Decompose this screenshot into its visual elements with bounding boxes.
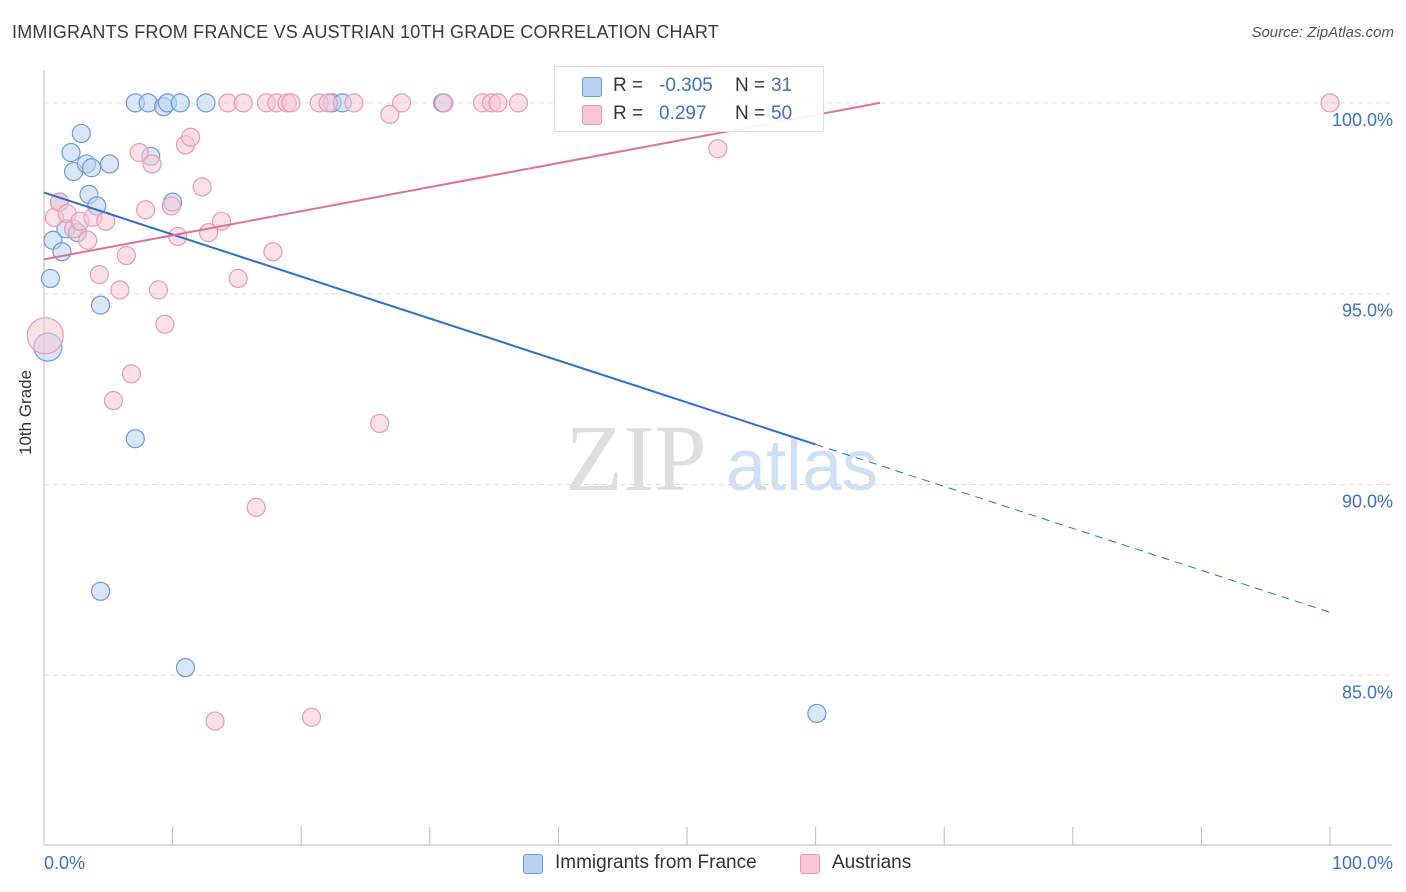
france-point [175, 658, 196, 678]
austrians-point [205, 711, 225, 731]
austrians-point [116, 245, 136, 266]
france-point [170, 93, 190, 113]
y-tick-label: 95.0% [1342, 301, 1393, 321]
austrians-point [110, 280, 130, 300]
n-value: 31 [771, 75, 793, 96]
austrians-point [103, 390, 124, 411]
trendlines [43, 101, 1331, 613]
austrians-point [161, 196, 181, 216]
austrians-point [246, 497, 266, 517]
austrians-point [121, 364, 142, 384]
austrians-point [263, 242, 283, 262]
austrians-point [142, 154, 162, 174]
scatter-points [26, 93, 1340, 731]
france-point [61, 142, 81, 163]
austrians-point [301, 707, 322, 727]
france-point [90, 295, 111, 315]
legend-swatch-austrians [800, 854, 820, 874]
x-tick-label: 100.0% [1332, 853, 1393, 873]
n-label: N = [735, 103, 766, 124]
tick-labels: 100.0% 95.0% 90.0% 85.0% 0.0% 100.0% [44, 110, 1393, 873]
austrians-point [233, 93, 253, 113]
austrians-point [508, 93, 529, 113]
axes [43, 70, 1392, 846]
legend-swatch-france [582, 77, 602, 97]
watermark-zip: ZIP [566, 407, 707, 511]
austrians-point [192, 177, 212, 197]
y-axis-label: 10th Grade [16, 369, 35, 455]
austrians-point [708, 139, 728, 159]
austrians-point [155, 314, 175, 334]
austrians-point [78, 230, 98, 250]
austrians-point [344, 93, 364, 113]
france-point [99, 154, 120, 174]
stats-row-austrians: R = 0.297 N = 50 [555, 101, 823, 129]
y-tick-label: 100.0% [1332, 110, 1393, 130]
france-point [807, 703, 827, 724]
gridlines [44, 102, 1392, 676]
r-value: 0.297 [659, 103, 707, 124]
austrians-point [1320, 93, 1340, 113]
legend-swatch-france [523, 854, 543, 874]
n-label: N = [735, 75, 766, 96]
austrians-point [391, 93, 412, 113]
france-point [40, 268, 61, 289]
austrians-point [135, 200, 156, 220]
bottom-legend: Immigrants from France Austrians [0, 852, 1406, 878]
austrians-point [129, 142, 149, 163]
austrians-point [228, 268, 248, 289]
france-point [81, 158, 102, 178]
watermark-atlas: atlas [726, 426, 878, 506]
stats-legend: R = -0.305 N = 31 R = 0.297 N = 50 [554, 66, 824, 132]
legend-label-france: Immigrants from France [555, 852, 757, 873]
chart-title: IMMIGRANTS FROM FRANCE VS AUSTRIAN 10TH … [12, 22, 720, 42]
source-label: Source: ZipAtlas.com [1251, 24, 1394, 41]
france-point [71, 123, 91, 144]
austrians-point [434, 93, 454, 113]
france-point [90, 581, 111, 601]
y-tick-label: 90.0% [1342, 491, 1393, 511]
r-value: -0.305 [659, 75, 713, 96]
austrians-point [281, 93, 301, 113]
n-value: 50 [771, 103, 793, 124]
watermark: ZIP atlas [566, 407, 879, 511]
legend-swatch-austrians [582, 105, 602, 125]
austrians-point [26, 317, 64, 355]
y-tick-label: 85.0% [1342, 682, 1393, 702]
france-point [196, 93, 216, 113]
r-label: R = [613, 75, 644, 96]
austrians-point [488, 93, 508, 113]
austrians-point [370, 413, 390, 434]
austrians-point [89, 265, 109, 285]
r-label: R = [613, 103, 644, 124]
france-point [125, 429, 145, 449]
austrians-point [181, 127, 201, 147]
austrians-point [148, 280, 169, 300]
austrians-point [380, 104, 400, 124]
x-tick-label: 0.0% [44, 853, 85, 873]
france-trendline-extension [815, 443, 1331, 613]
austrians-point [318, 93, 338, 113]
stats-row-france: R = -0.305 N = 31 [555, 73, 823, 101]
legend-label-austrians: Austrians [832, 852, 912, 873]
